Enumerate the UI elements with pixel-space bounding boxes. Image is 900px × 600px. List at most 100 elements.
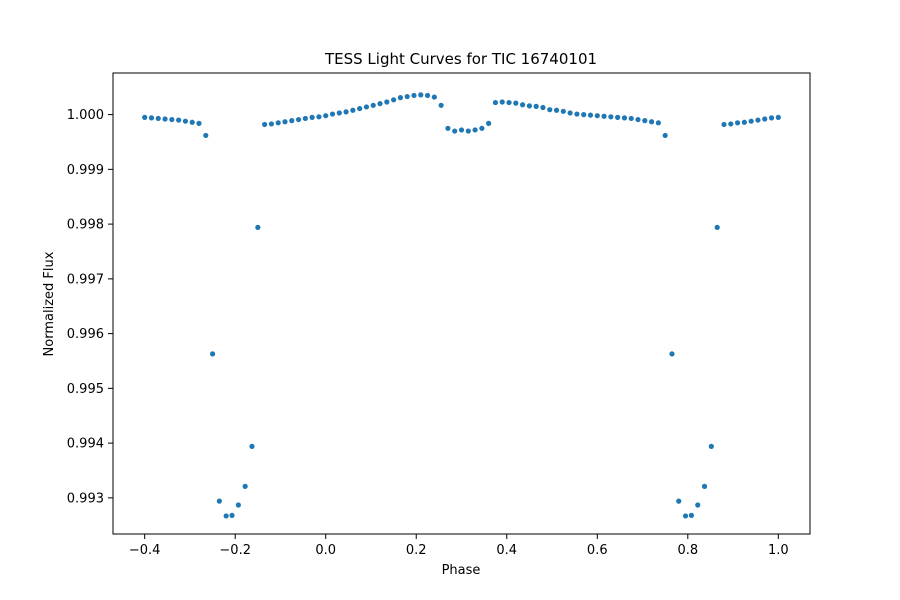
data-point (424, 92, 431, 99)
data-point (336, 110, 342, 116)
data-point (329, 111, 336, 117)
x-tick-label: −0.4 (129, 543, 161, 558)
x-tick-label: 0.2 (406, 543, 427, 558)
data-point (755, 117, 761, 123)
data-point (209, 351, 216, 357)
data-point (268, 121, 275, 127)
data-point (506, 99, 512, 106)
data-point (662, 132, 668, 139)
data-point (242, 483, 248, 489)
data-point (155, 115, 161, 122)
data-point (472, 127, 478, 133)
data-point (701, 483, 708, 489)
chart-title: TESS Light Curves for TIC 16740101 (324, 50, 597, 68)
x-tick-label: 0.6 (587, 543, 608, 558)
data-point (547, 107, 553, 113)
y-tick-label: 0.997 (67, 272, 104, 287)
data-point (404, 93, 410, 100)
data-point (560, 108, 566, 114)
data-point (229, 512, 235, 518)
data-point (397, 95, 403, 101)
x-tick-label: 0.8 (677, 543, 698, 558)
data-point (418, 92, 424, 98)
data-point (391, 97, 397, 103)
data-point (458, 127, 465, 133)
data-point (567, 110, 573, 116)
data-point (728, 121, 734, 127)
data-point (581, 112, 587, 118)
data-point (223, 513, 229, 519)
data-point (601, 113, 607, 119)
data-point (363, 104, 370, 110)
data-point (526, 103, 532, 109)
data-point (182, 118, 189, 124)
data-point (669, 351, 675, 357)
y-tick-label: 0.994 (67, 437, 104, 452)
data-point (438, 102, 444, 108)
y-axis-label: Normalized Flux (42, 251, 57, 356)
data-point (695, 502, 701, 508)
y-tick-label: 1.000 (67, 108, 104, 123)
data-point (411, 92, 417, 99)
data-points (142, 92, 781, 519)
data-point (628, 115, 634, 122)
data-point (370, 102, 376, 108)
data-point (189, 119, 195, 125)
data-point (323, 113, 329, 119)
data-point (741, 119, 747, 125)
data-point (282, 119, 288, 125)
data-point (162, 116, 168, 122)
data-point (445, 125, 451, 131)
y-tick-label: 0.999 (67, 163, 104, 178)
data-point (768, 115, 775, 121)
data-point (708, 443, 714, 449)
data-point (479, 125, 485, 131)
data-point (465, 128, 471, 134)
data-point (235, 502, 241, 508)
data-point (452, 128, 458, 134)
data-point (295, 116, 302, 123)
data-point (343, 109, 349, 115)
data-point (608, 114, 614, 120)
data-point (142, 114, 148, 120)
data-point (499, 99, 505, 105)
data-point (615, 114, 621, 120)
data-point (520, 102, 526, 108)
data-point (587, 112, 594, 118)
data-point (309, 114, 315, 120)
y-tick-label: 0.993 (67, 491, 104, 506)
data-point (594, 113, 600, 119)
x-axis-label: Phase (442, 563, 481, 578)
data-point (216, 498, 222, 504)
data-point (635, 116, 641, 123)
plot-area (112, 72, 811, 535)
data-point (169, 116, 175, 123)
data-point (176, 117, 182, 123)
data-point (533, 103, 539, 109)
data-point (540, 104, 546, 111)
y-tick-label: 0.998 (67, 218, 104, 233)
x-tick-label: 1.0 (768, 543, 789, 558)
data-point (262, 121, 268, 128)
data-point (688, 512, 695, 518)
data-point (642, 118, 648, 124)
data-point (648, 119, 655, 125)
x-tick-label: 0.4 (496, 543, 517, 558)
data-point (621, 115, 628, 121)
data-point (492, 99, 499, 106)
data-point (574, 111, 580, 117)
data-point (734, 120, 741, 126)
data-point (377, 101, 383, 107)
data-point (762, 116, 768, 122)
x-tick-label: −0.2 (219, 543, 251, 558)
data-point (255, 224, 261, 230)
data-point (714, 224, 720, 230)
x-tick-label: 0.0 (315, 543, 336, 558)
y-axis: 0.993 0.994 0.995 0.996 0.997 0.998 0.999 1.000 (67, 108, 113, 506)
data-point (148, 115, 155, 121)
data-point (316, 114, 322, 120)
data-point (196, 120, 202, 126)
y-tick-label: 0.996 (67, 327, 104, 342)
data-point (275, 120, 281, 126)
data-point (289, 118, 295, 124)
